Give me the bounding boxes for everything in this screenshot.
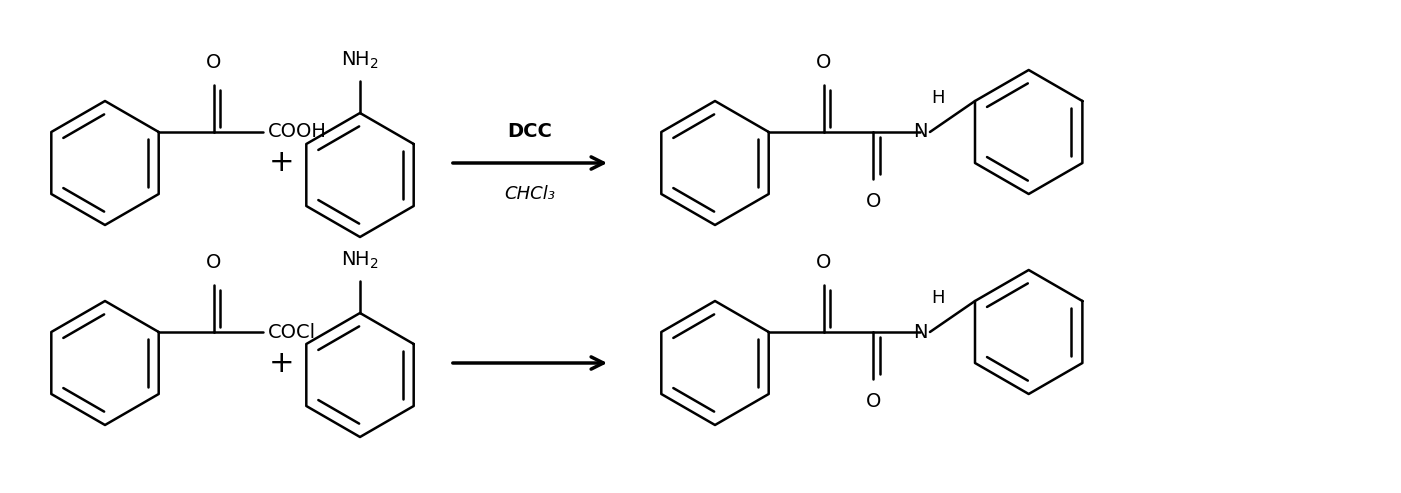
Text: O: O bbox=[206, 53, 221, 72]
Text: +: + bbox=[269, 349, 294, 378]
Text: DCC: DCC bbox=[507, 122, 552, 141]
Text: O: O bbox=[815, 253, 831, 272]
Text: CHCl₃: CHCl₃ bbox=[504, 185, 556, 203]
Text: H: H bbox=[932, 89, 944, 107]
Text: O: O bbox=[815, 53, 831, 72]
Text: +: + bbox=[269, 148, 294, 177]
Text: NH$_2$: NH$_2$ bbox=[340, 50, 380, 71]
Text: N: N bbox=[912, 122, 927, 141]
Text: O: O bbox=[866, 192, 881, 211]
Text: H: H bbox=[932, 289, 944, 307]
Text: COOH: COOH bbox=[268, 122, 326, 141]
Text: O: O bbox=[206, 253, 221, 272]
Text: COCl: COCl bbox=[268, 322, 317, 342]
Text: O: O bbox=[866, 392, 881, 411]
Text: N: N bbox=[912, 322, 927, 342]
Text: NH$_2$: NH$_2$ bbox=[340, 249, 380, 271]
